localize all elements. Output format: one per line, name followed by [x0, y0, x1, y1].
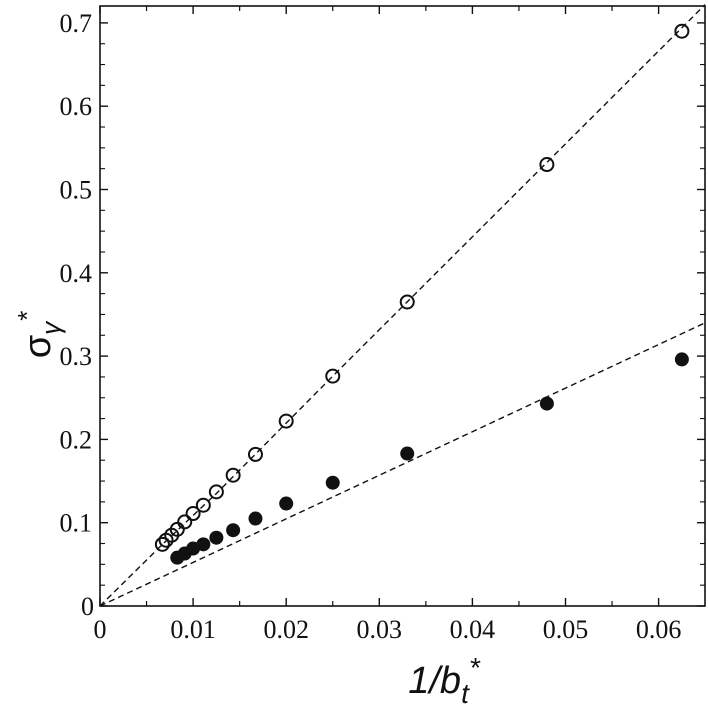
y-tick-label: 0.1 — [60, 509, 93, 538]
x-tick-label: 0.05 — [543, 615, 589, 644]
fit-lines — [99, 4, 706, 607]
x-tick-label: 0 — [94, 615, 107, 644]
data-series — [154, 23, 690, 565]
open-circle-marker — [177, 514, 193, 530]
open-circle-marker — [208, 484, 224, 500]
open-circle-marker — [539, 157, 555, 173]
plot-frame — [99, 5, 706, 607]
open-circle-marker — [154, 536, 170, 552]
filled-circle-marker — [674, 352, 689, 367]
open-circle-marker — [195, 497, 211, 513]
open-circle-marker — [247, 446, 263, 462]
filled-circle-marker — [325, 475, 340, 490]
open-circle-marker — [674, 23, 690, 39]
filled-circle-marker — [279, 496, 294, 511]
x-tick-label: 0.01 — [170, 615, 216, 644]
open-circle-marker — [399, 294, 415, 310]
filled-circle-marker — [196, 537, 211, 552]
filled-circle-series — [170, 352, 689, 565]
x-tick-label: 0.02 — [263, 615, 309, 644]
filled-circle-marker — [248, 511, 263, 526]
filled-circle-marker — [226, 523, 241, 538]
y-tick-label: 0.6 — [60, 92, 93, 121]
filled-circle-marker — [539, 396, 554, 411]
y-axis-title: σγ* — [12, 311, 66, 358]
y-tick-label: 0 — [81, 592, 94, 621]
y-tick-label: 0.4 — [60, 259, 93, 288]
open-circle-marker — [185, 506, 201, 522]
open-circle-marker — [278, 413, 294, 429]
y-tick-label: 0.2 — [60, 425, 93, 454]
dashed-fit-line — [99, 4, 706, 607]
plot-area — [99, 5, 706, 607]
open-circle-series — [154, 23, 690, 552]
x-tick-label: 0.03 — [357, 615, 403, 644]
y-tick-label: 0.3 — [60, 342, 93, 371]
open-circle-marker — [225, 467, 241, 483]
open-circle-marker — [325, 368, 341, 384]
y-tick-label: 0.5 — [60, 176, 93, 205]
x-axis-title: 1/bt* — [408, 652, 481, 709]
filled-circle-marker — [209, 530, 224, 545]
x-tick-label: 0.06 — [636, 615, 682, 644]
filled-circle-marker — [400, 446, 415, 461]
axes: 0 0.01 0.02 0.03 0.04 0.05 0.06 0 0.1 0.2 0.3 0.4 0.… — [60, 6, 705, 644]
x-tick-label: 0.04 — [450, 615, 496, 644]
dashed-fit-line — [99, 322, 706, 607]
y-tick-label: 0.7 — [60, 9, 93, 38]
open-circle-marker — [169, 521, 185, 537]
